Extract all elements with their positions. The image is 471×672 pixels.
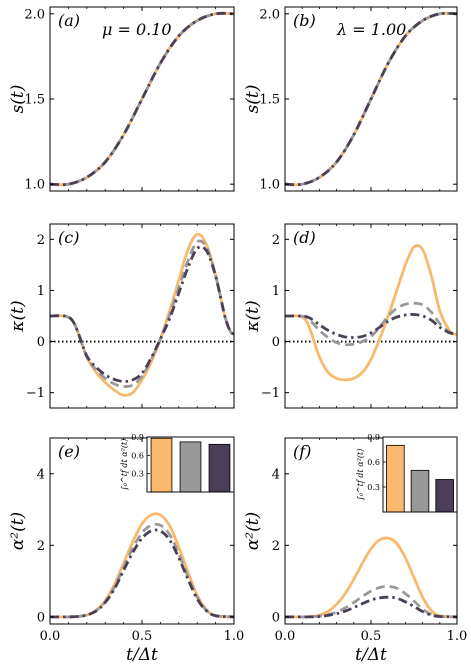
panel-b: 1.0 1.5 2.0 s(t) (b) λ = 1.00	[243, 6, 458, 193]
inset-y-axis-label: ∫₀^tf dt α²(t)	[356, 449, 365, 501]
y-tick-label: 0	[272, 610, 280, 625]
series-group	[285, 536, 457, 619]
inset-bar-gray	[410, 469, 430, 513]
inset-bar-orange	[150, 437, 173, 493]
x-tick-label: 0.5	[361, 629, 382, 644]
y-tick-label: 2	[37, 539, 45, 554]
inset-y-tick-label: 0.3	[367, 483, 380, 492]
y-tick-label: 2	[272, 233, 280, 248]
panel-e: 0.0 0.5 1.0 0 2 4 α²(t) t/Δt (e) 0.3 0.6 0.9∫₀^tf d…	[8, 433, 244, 665]
y-axis-label: α²(t)	[8, 512, 28, 550]
series-group	[50, 232, 234, 397]
inset-bar-gray	[179, 441, 202, 493]
series-line-orange-solid	[285, 244, 457, 382]
inset-bar-chart: 0.3 0.6 0.9∫₀^tf dt α²(t)	[356, 433, 458, 513]
series-group	[285, 11, 457, 187]
series-line-gray-dash	[285, 301, 457, 347]
y-tick-label: 0	[37, 610, 45, 625]
y-axis-label: s(t)	[243, 85, 263, 114]
inset-frame	[382, 436, 458, 513]
inset-bar-dark	[208, 443, 231, 493]
y-tick-label: 1	[272, 284, 280, 299]
y-axis-label: κ(t)	[8, 300, 28, 332]
x-tick-label: 1.0	[447, 629, 468, 644]
inset-bar-dark	[435, 479, 454, 513]
panel-f: 0.0 0.5 1.0 0 2 4 α²(t) t/Δt (f) 0.3 0.6 0.9∫₀^tf d…	[243, 433, 467, 665]
y-tick-label: 4	[37, 467, 45, 482]
panel-tag: (a)	[58, 11, 80, 30]
inset-y-tick-label: 0.6	[131, 451, 144, 460]
y-axis-label: α²(t)	[243, 512, 263, 550]
panel-tag: (c)	[58, 228, 79, 247]
y-tick-label: 2.0	[259, 7, 280, 22]
series-line-gray-dash	[50, 522, 234, 619]
inset-y-tick-label: 0.3	[131, 470, 144, 479]
y-tick-label: 2	[272, 539, 280, 554]
series-line-orange-solid	[50, 11, 234, 187]
y-tick-label: 1.5	[24, 93, 45, 108]
panel-tag: (f)	[293, 442, 311, 461]
panel-tag: (b)	[293, 11, 316, 30]
y-tick-label: −1	[261, 386, 280, 401]
parameter-label: μ = 0.10	[102, 20, 172, 39]
y-tick-label: 2.0	[24, 7, 45, 22]
series-line-dark-dashdot	[50, 245, 234, 383]
x-tick-label: 0.0	[40, 629, 61, 644]
y-tick-label: 2	[37, 233, 45, 248]
panel-a: 1.0 1.5 2.0 s(t) (a) μ = 0.10	[8, 6, 235, 193]
axes-frame	[284, 223, 458, 409]
panel-tag: (d)	[293, 228, 316, 247]
series-group	[285, 244, 457, 382]
inset-y-tick-label: 0.9	[131, 433, 144, 442]
series-line-dark-dashdot	[285, 11, 457, 187]
panel-d: −1 0 1 2 κ(t) (d)	[243, 223, 458, 409]
y-tick-label: 1.5	[259, 93, 280, 108]
inset-bar-chart: 0.3 0.6 0.9∫₀^tf dt α²(t)	[120, 433, 235, 493]
inset-bar-orange	[386, 444, 405, 513]
x-tick-label: 1.0	[224, 629, 245, 644]
y-axis-label: s(t)	[8, 85, 28, 114]
series-line-dark-dashdot	[285, 595, 457, 619]
inset-y-axis-label: ∫₀^tf dt α²(t)	[120, 439, 129, 491]
series-line-dark-dashdot	[50, 528, 234, 619]
panel-tag: (e)	[58, 442, 80, 461]
y-tick-label: 0	[37, 335, 45, 350]
series-line-dark-dashdot	[285, 313, 457, 339]
y-tick-label: 1.0	[24, 178, 45, 193]
x-tick-label: 0.5	[132, 629, 153, 644]
series-line-dark-dashdot	[50, 11, 234, 187]
y-tick-label: 1	[37, 284, 45, 299]
parameter-label: λ = 1.00	[336, 20, 406, 39]
x-axis-label: t/Δt	[126, 645, 158, 665]
y-tick-label: −1	[26, 386, 45, 401]
panel-c: −1 0 1 2 κ(t) (c)	[8, 223, 235, 409]
x-tick-label: 0.0	[275, 629, 296, 644]
y-tick-label: 0	[272, 335, 280, 350]
inset-frame	[146, 436, 235, 493]
series-line-orange-solid	[285, 536, 457, 619]
series-line-gray-dash	[50, 239, 234, 389]
y-tick-label: 1.0	[259, 178, 280, 193]
inset-y-tick-label: 0.6	[367, 458, 380, 467]
series-group	[50, 512, 234, 619]
series-group	[50, 11, 234, 187]
y-tick-label: 4	[272, 467, 280, 482]
inset-y-tick-label: 0.9	[367, 433, 380, 442]
y-axis-label: κ(t)	[243, 300, 263, 332]
series-line-orange-solid	[50, 512, 234, 619]
x-axis-label: t/Δt	[355, 645, 387, 665]
